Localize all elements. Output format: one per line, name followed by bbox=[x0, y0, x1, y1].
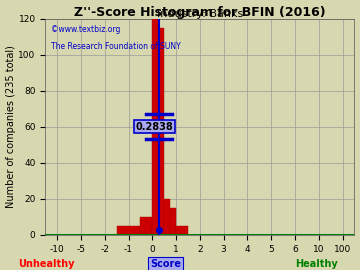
Bar bbox=[158, 28, 164, 235]
Y-axis label: Number of companies (235 total): Number of companies (235 total) bbox=[5, 45, 15, 208]
Bar bbox=[152, 19, 158, 235]
Bar bbox=[176, 226, 188, 235]
Title: Z''-Score Histogram for BFIN (2016): Z''-Score Histogram for BFIN (2016) bbox=[74, 6, 326, 19]
Bar bbox=[140, 217, 152, 235]
Text: 0.2838: 0.2838 bbox=[136, 122, 174, 132]
Bar bbox=[164, 199, 170, 235]
Text: Industry: Banks: Industry: Banks bbox=[157, 9, 243, 19]
Bar bbox=[170, 208, 176, 235]
Text: The Research Foundation of SUNY: The Research Foundation of SUNY bbox=[51, 42, 181, 51]
Text: Score: Score bbox=[150, 259, 181, 269]
Text: Unhealthy: Unhealthy bbox=[19, 259, 75, 269]
Bar bbox=[117, 226, 140, 235]
Text: ©www.textbiz.org: ©www.textbiz.org bbox=[51, 25, 121, 34]
Text: Healthy: Healthy bbox=[296, 259, 338, 269]
